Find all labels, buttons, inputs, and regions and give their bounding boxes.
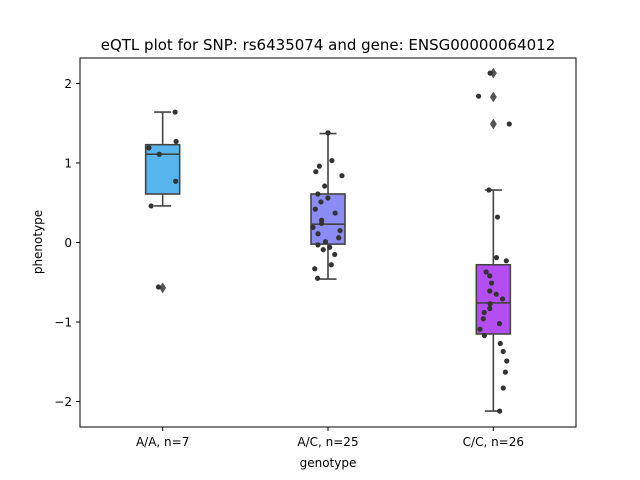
data-point	[155, 284, 162, 290]
data-point	[319, 220, 325, 227]
data-point	[496, 321, 503, 327]
box-iqr	[144, 143, 181, 195]
data-point	[487, 273, 493, 279]
data-point	[314, 275, 321, 281]
data-point	[327, 244, 333, 250]
data-point	[310, 224, 316, 230]
data-point	[315, 242, 321, 248]
data-point	[476, 93, 482, 99]
data-point	[487, 301, 493, 307]
data-point	[337, 227, 343, 234]
data-point	[315, 231, 321, 237]
data-point	[318, 199, 324, 205]
data-point	[481, 332, 487, 339]
data-point	[325, 195, 331, 201]
data-point	[483, 269, 489, 275]
data-point	[156, 151, 162, 157]
data-point	[336, 235, 342, 241]
data-point	[488, 280, 495, 286]
data-point	[173, 138, 179, 145]
outlier-marker	[489, 118, 497, 130]
data-point	[500, 385, 506, 391]
data-point	[148, 203, 154, 209]
data-point	[316, 163, 322, 169]
x-axis-label: genotype	[300, 456, 357, 470]
data-point	[486, 187, 492, 193]
x-tick-label: A/A, n=7	[136, 435, 189, 449]
data-layer	[144, 67, 512, 414]
data-point	[322, 183, 328, 189]
box-iqr	[475, 263, 512, 335]
box-group-3	[475, 67, 512, 414]
data-point	[173, 178, 179, 184]
chart-title: eQTL plot for SNP: rs6435074 and gene: E…	[101, 36, 556, 54]
box-group-1	[144, 109, 181, 294]
data-point	[332, 251, 338, 258]
data-point	[313, 169, 319, 175]
y-axis-label: phenotype	[31, 210, 45, 274]
data-point	[497, 408, 503, 414]
data-point	[329, 157, 335, 164]
x-tick-label: A/C, n=25	[297, 435, 358, 449]
data-point	[332, 210, 338, 216]
y-tick-label: 0	[64, 236, 72, 250]
axis-layer: 2 1 0 −1 −2 A/A, n=7 A/C, n=25 C/C, n=26	[54, 77, 524, 449]
data-point	[493, 291, 499, 297]
data-point	[487, 70, 493, 76]
data-point	[481, 309, 487, 316]
data-point	[328, 262, 334, 268]
data-point	[322, 239, 329, 245]
y-tick-label: −1	[54, 316, 72, 330]
data-point	[506, 121, 512, 127]
data-point	[325, 130, 331, 136]
outlier-marker	[489, 91, 497, 103]
data-point	[172, 109, 178, 115]
box-group-2	[310, 130, 346, 281]
data-point	[504, 358, 510, 364]
data-point	[487, 288, 493, 294]
data-point	[502, 369, 508, 375]
data-point	[312, 266, 318, 272]
plot-frame	[79, 57, 577, 428]
data-point	[146, 145, 152, 151]
data-point	[494, 214, 501, 220]
data-point	[493, 255, 500, 261]
data-point	[315, 191, 321, 197]
data-point	[487, 305, 493, 312]
data-point	[477, 326, 483, 332]
y-tick-label: 2	[64, 77, 72, 91]
data-point	[320, 247, 326, 253]
data-point	[503, 258, 509, 264]
x-tick-label: C/C, n=26	[463, 435, 524, 449]
data-point	[339, 173, 345, 179]
data-point	[500, 348, 506, 355]
data-point	[480, 316, 486, 322]
y-tick-label: 1	[64, 156, 72, 170]
data-point	[312, 206, 318, 212]
data-point	[499, 296, 506, 302]
y-tick-label: −2	[54, 395, 72, 409]
data-point	[497, 340, 503, 347]
